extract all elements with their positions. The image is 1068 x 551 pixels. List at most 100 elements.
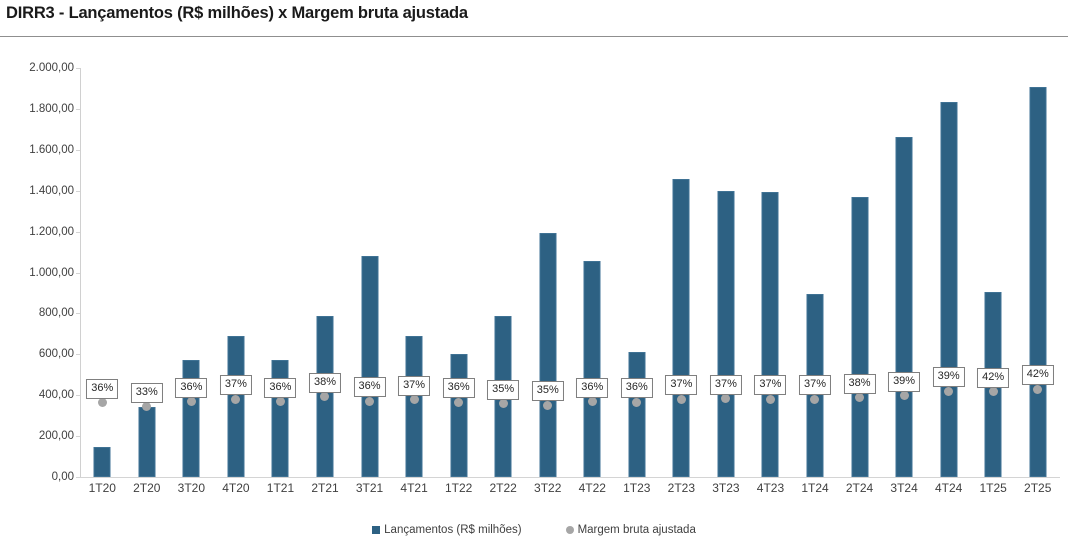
- bar-lancamentos[interactable]: [1029, 86, 1047, 477]
- x-axis-tick-label: 3T22: [534, 481, 562, 495]
- legend-item-margem[interactable]: Margem bruta ajustada: [565, 524, 696, 536]
- bar-lancamentos[interactable]: [450, 354, 468, 477]
- data-label-margem: 35%: [487, 379, 520, 400]
- y-axis-tick-label: 400,00: [38, 389, 74, 402]
- y-axis-tick-mark: [76, 436, 80, 438]
- marker-margem-bruta[interactable]: [142, 402, 152, 412]
- y-axis-tick-label: 1.200,00: [29, 225, 74, 238]
- chart-legend: Lançamentos (R$ milhões) Margem bruta aj…: [0, 524, 1068, 536]
- y-axis-tick-label: 1.600,00: [29, 143, 74, 156]
- bar-lancamentos[interactable]: [583, 260, 601, 477]
- marker-margem-bruta[interactable]: [275, 397, 285, 407]
- bar-lancamentos[interactable]: [93, 446, 111, 477]
- bar-lancamentos[interactable]: [539, 233, 557, 477]
- chart-category-group: 38%: [303, 68, 348, 477]
- chart-title: DIRR3 - Lançamentos (R$ milhões) x Marge…: [6, 4, 468, 22]
- data-label-margem: 33%: [130, 382, 163, 403]
- bar-lancamentos[interactable]: [895, 136, 913, 477]
- chart-category-group: 38%: [837, 68, 882, 477]
- marker-margem-bruta[interactable]: [498, 399, 508, 409]
- data-label-margem: 36%: [86, 378, 119, 399]
- x-axis-tick-label: 1T21: [266, 481, 295, 495]
- x-axis-tick-label: 3T24: [890, 481, 918, 495]
- data-label-margem: 37%: [665, 375, 698, 396]
- square-swatch-icon: [372, 526, 381, 534]
- chart-category-group: 36%: [169, 68, 214, 477]
- chart-category-group: 42%: [971, 68, 1016, 477]
- marker-margem-bruta[interactable]: [231, 394, 241, 404]
- chart-category-group: 39%: [882, 68, 927, 477]
- data-label-margem: 37%: [798, 375, 831, 396]
- marker-margem-bruta[interactable]: [186, 397, 196, 407]
- plot-area: [80, 68, 1060, 477]
- marker-margem-bruta[interactable]: [765, 394, 775, 404]
- y-axis-tick-mark: [76, 190, 80, 192]
- marker-margem-bruta[interactable]: [543, 400, 553, 410]
- legend-item-lancamentos[interactable]: Lançamentos (R$ milhões): [372, 524, 522, 536]
- chart-category-group: 39%: [926, 68, 971, 477]
- data-label-margem: 37%: [754, 375, 787, 396]
- marker-margem-bruta[interactable]: [97, 398, 107, 408]
- data-label-margem: 42%: [977, 367, 1010, 388]
- y-axis-tick-mark: [76, 231, 80, 233]
- data-label-margem: 36%: [175, 377, 208, 398]
- chart-category-group: 36%: [615, 68, 660, 477]
- marker-margem-bruta[interactable]: [409, 395, 419, 405]
- x-axis-tick-label: 1T20: [88, 481, 116, 495]
- y-axis-tick-label: 0,00: [51, 471, 74, 483]
- chart-category-group: 37%: [704, 68, 749, 477]
- y-axis-tick-mark: [76, 68, 80, 69]
- data-label-margem: 36%: [576, 377, 609, 398]
- bar-lancamentos[interactable]: [405, 335, 423, 477]
- marker-margem-bruta[interactable]: [721, 394, 731, 404]
- x-axis-tick-label: 2T24: [845, 481, 874, 495]
- marker-margem-bruta[interactable]: [676, 394, 686, 404]
- bar-lancamentos[interactable]: [672, 178, 690, 477]
- data-label-margem: 36%: [620, 378, 653, 399]
- data-label-margem: 36%: [353, 377, 386, 398]
- y-axis-tick-mark: [76, 354, 80, 356]
- bar-lancamentos[interactable]: [940, 101, 958, 477]
- y-axis-tick-mark: [76, 272, 80, 274]
- y-axis-labels: 2.000,00 1.800,00 1.600,00 1.400,00 1.200,00…: [0, 0, 80, 551]
- chart-category-group: 37%: [793, 68, 838, 477]
- chart-category-group: 36%: [436, 68, 481, 477]
- bar-lancamentos[interactable]: [138, 406, 156, 477]
- marker-margem-bruta[interactable]: [810, 394, 820, 404]
- bar-lancamentos[interactable]: [628, 352, 646, 477]
- marker-margem-bruta[interactable]: [365, 396, 375, 406]
- marker-margem-bruta[interactable]: [988, 387, 998, 397]
- bar-lancamentos[interactable]: [361, 255, 379, 477]
- y-axis-tick-mark: [76, 149, 80, 151]
- x-axis-tick-label: 4T20: [222, 481, 250, 495]
- y-axis-tick-label: 1.400,00: [29, 184, 74, 197]
- marker-margem-bruta[interactable]: [855, 393, 865, 403]
- marker-margem-bruta[interactable]: [899, 391, 909, 401]
- y-axis-tick-mark: [76, 477, 80, 478]
- bar-lancamentos[interactable]: [227, 335, 245, 477]
- marker-margem-bruta[interactable]: [632, 397, 642, 407]
- chart-category-group: 37%: [392, 68, 437, 477]
- bar-lancamentos[interactable]: [851, 197, 869, 477]
- y-axis-tick-label: 800,00: [38, 307, 74, 320]
- marker-margem-bruta[interactable]: [944, 386, 954, 396]
- x-axis-tick-label: 1T24: [801, 481, 829, 495]
- title-divider: [0, 36, 1068, 37]
- data-label-margem: 36%: [264, 377, 297, 398]
- marker-margem-bruta[interactable]: [454, 397, 464, 407]
- data-label-margem: 35%: [531, 381, 564, 402]
- bar-lancamentos[interactable]: [761, 191, 779, 477]
- x-axis-tick-label: 3T23: [712, 481, 740, 495]
- dot-swatch-icon: [565, 526, 574, 534]
- data-label-margem: 37%: [219, 375, 252, 396]
- chart-category-group: 37%: [748, 68, 793, 477]
- marker-margem-bruta[interactable]: [320, 392, 330, 402]
- marker-margem-bruta[interactable]: [1033, 384, 1043, 394]
- data-label-margem: 39%: [888, 371, 921, 392]
- data-label-margem: 38%: [843, 373, 876, 394]
- bar-lancamentos[interactable]: [717, 190, 735, 477]
- chart-category-group: 35%: [525, 68, 570, 477]
- x-axis-line: [80, 477, 1060, 478]
- marker-margem-bruta[interactable]: [587, 397, 597, 407]
